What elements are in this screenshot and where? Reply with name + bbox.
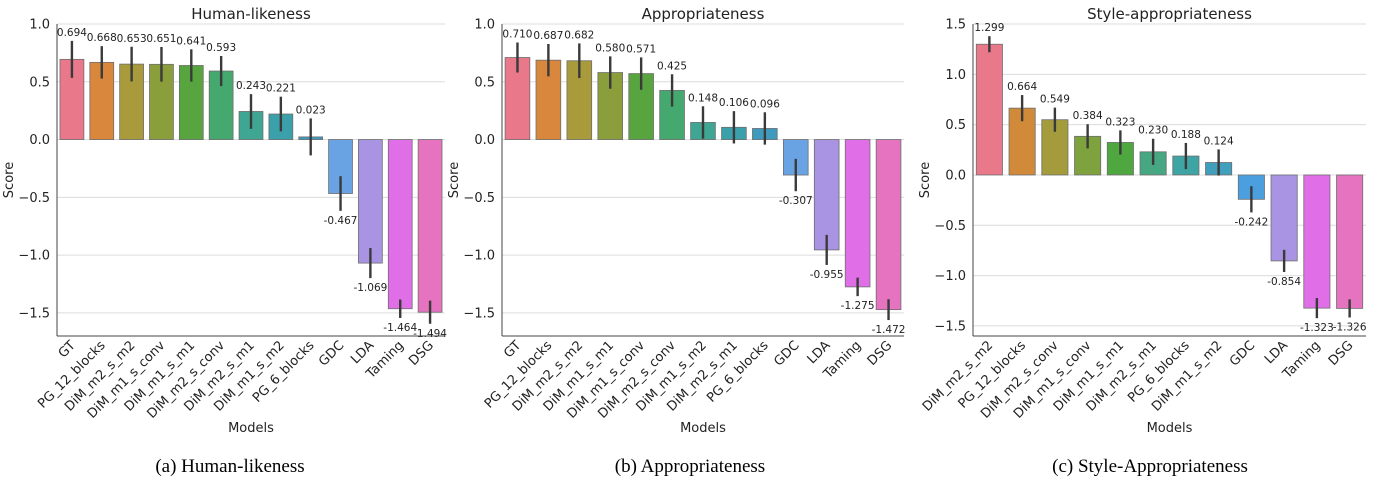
data-label: 0.243 [236, 80, 266, 92]
y-tick-label: −1.5 [463, 306, 495, 321]
x-tick-label: DSG [1326, 338, 1357, 369]
data-label: 0.664 [1007, 81, 1037, 93]
y-tick-label: −0.5 [463, 191, 495, 206]
data-label: 0.687 [533, 30, 563, 42]
y-axis-label: Score [2, 162, 17, 198]
x-tick-label: DSG [865, 338, 896, 369]
bar [417, 139, 443, 313]
data-label: -0.955 [810, 269, 844, 281]
chart-panel-2: 1.00.50.0−0.5−1.0−1.50.710GT0.687PG_12_b… [447, 5, 905, 436]
data-label: 0.593 [206, 42, 236, 54]
x-axis-label: Models [1147, 421, 1193, 436]
data-label: -1.326 [1333, 321, 1367, 333]
chart-panel-1: 1.00.50.0−0.5−1.0−1.50.694GT0.668PG_12_b… [2, 5, 447, 436]
y-tick-label: 1.0 [29, 18, 50, 33]
data-label: 0.580 [595, 42, 625, 54]
y-tick-label: 0.0 [29, 133, 50, 148]
data-label: 0.106 [719, 97, 749, 109]
bar [1336, 174, 1364, 309]
data-label: 0.653 [117, 33, 147, 45]
x-tick-label: GDC [316, 338, 347, 369]
y-tick-label: −1.0 [463, 249, 495, 264]
data-label: 0.384 [1073, 110, 1103, 122]
y-tick-label: 1.0 [945, 68, 966, 83]
bar [975, 43, 1003, 176]
data-label: 1.299 [974, 22, 1004, 34]
data-label: 0.571 [626, 43, 656, 55]
data-label: -1.494 [413, 328, 447, 340]
data-label: 0.221 [266, 83, 296, 95]
bar [1270, 174, 1298, 262]
chart-panel-3: 1.51.00.50.0−0.5−1.0−1.51.299DiM_m2_s_m2… [918, 5, 1367, 436]
caption-c: (c) Style-Appropriateness [1052, 456, 1248, 477]
bar [387, 139, 413, 310]
data-label: 0.188 [1171, 129, 1201, 141]
data-label: 0.096 [750, 98, 780, 110]
y-tick-label: −1.0 [18, 249, 50, 264]
y-axis-label: Score [447, 162, 462, 198]
chart-title: Style-appropriateness [1087, 5, 1252, 23]
data-label: 0.148 [688, 92, 718, 104]
data-label: -0.242 [1234, 216, 1268, 228]
y-tick-label: 0.5 [945, 118, 966, 133]
y-axis-label: Score [918, 162, 933, 198]
bar [358, 139, 383, 264]
data-label: 0.710 [502, 28, 532, 40]
chart-title: Appropriateness [642, 5, 765, 23]
data-label: -1.275 [841, 300, 875, 312]
x-tick-label: GT [501, 338, 524, 361]
y-tick-label: 0.0 [945, 168, 966, 183]
data-label: 0.124 [1204, 135, 1234, 147]
y-tick-label: 0.5 [29, 75, 50, 90]
bar [844, 139, 871, 288]
data-label: 0.549 [1040, 94, 1070, 106]
caption-a: (a) Human-likeness [155, 456, 305, 477]
y-tick-label: 1.0 [474, 18, 495, 33]
x-tick-label: GT [56, 338, 79, 361]
y-tick-label: −1.5 [934, 319, 966, 334]
data-label: -1.323 [1300, 322, 1334, 334]
y-tick-label: 1.5 [945, 18, 966, 33]
bar [875, 139, 902, 311]
bar [1303, 174, 1331, 309]
data-label: -0.307 [779, 195, 813, 207]
caption-b: (b) Appropriateness [614, 456, 766, 477]
data-label: 0.023 [296, 104, 326, 116]
data-label: 0.682 [564, 29, 594, 41]
x-tick-label: DSG [406, 338, 437, 369]
data-label: 0.230 [1138, 125, 1168, 137]
data-label: -0.854 [1267, 276, 1301, 288]
y-tick-label: −0.5 [18, 191, 50, 206]
y-tick-label: 0.5 [474, 75, 495, 90]
data-label: -1.464 [383, 322, 417, 334]
x-axis-label: Models [228, 421, 274, 436]
data-label: -1.472 [872, 324, 906, 336]
bar [813, 139, 840, 251]
data-label: 0.323 [1105, 116, 1135, 128]
y-tick-label: −1.5 [18, 306, 50, 321]
data-label: 0.641 [176, 35, 206, 47]
y-tick-label: −0.5 [934, 219, 966, 234]
x-tick-label: GDC [771, 338, 802, 369]
x-axis-label: Models [680, 421, 726, 436]
y-tick-label: −1.0 [934, 269, 966, 284]
data-label: -0.467 [324, 215, 358, 227]
data-label: -1.069 [353, 282, 387, 294]
x-tick-label: LDA [1262, 338, 1291, 367]
y-tick-label: 0.0 [474, 133, 495, 148]
data-label: 0.694 [57, 27, 87, 39]
chart-title: Human-likeness [191, 5, 311, 23]
data-label: 0.425 [657, 60, 687, 72]
data-label: 0.668 [87, 32, 117, 44]
data-label: 0.651 [146, 33, 176, 45]
x-tick-label: GDC [1227, 338, 1258, 369]
